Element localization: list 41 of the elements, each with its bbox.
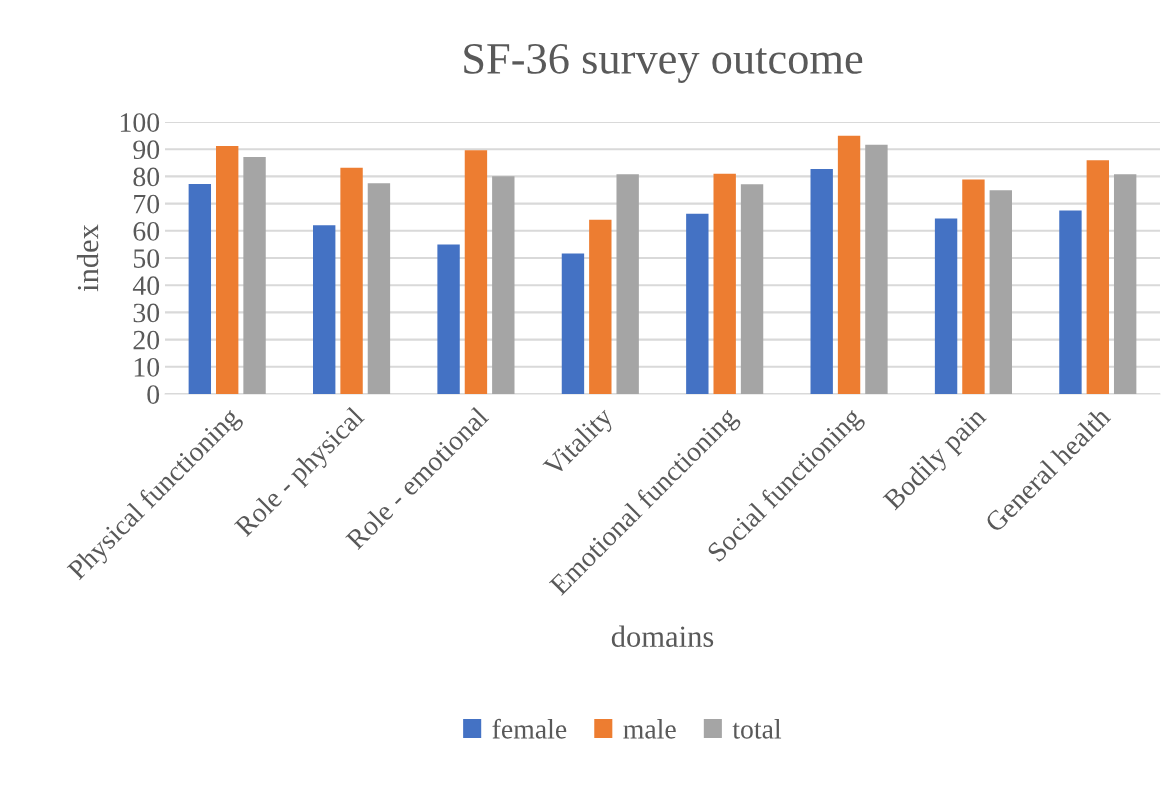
chart-title: SF-36 survey outcome	[464, 43, 863, 83]
bar	[616, 174, 639, 394]
bar	[437, 244, 460, 394]
bar	[686, 213, 709, 394]
bar	[561, 253, 585, 394]
legend-label: total	[732, 719, 782, 739]
bar	[837, 135, 861, 394]
y-tick-label: 80	[133, 167, 160, 187]
bar	[962, 179, 985, 394]
bar	[740, 184, 764, 394]
y-tick-label: 40	[132, 276, 160, 296]
y-tick-label: 60	[133, 221, 160, 241]
y-tick-label: 100	[120, 113, 160, 132]
bar	[1113, 174, 1137, 394]
bar	[367, 183, 391, 394]
legend-label: male	[623, 719, 676, 739]
legend-label: female	[492, 718, 567, 739]
bar	[464, 150, 488, 394]
bar	[989, 190, 1012, 394]
y-tick-label: 0	[147, 385, 160, 404]
bar	[589, 219, 612, 394]
y-tick-label: 90	[133, 140, 160, 160]
bar	[188, 184, 212, 394]
bar	[340, 167, 363, 394]
bar	[215, 145, 239, 394]
x-axis-title: domains	[611, 625, 714, 647]
y-tick-label: 50	[133, 249, 160, 268]
bar	[713, 173, 736, 394]
bar	[1059, 210, 1082, 394]
y-tick-label: 20	[133, 330, 160, 350]
bar	[1086, 160, 1110, 394]
y-tick-label: 30	[133, 303, 160, 323]
bar	[934, 218, 958, 394]
bar	[313, 225, 336, 394]
y-tick-label: 10	[134, 357, 160, 377]
bar	[865, 144, 888, 394]
y-axis-title: index	[76, 224, 99, 292]
bar	[492, 176, 515, 394]
bar	[243, 157, 266, 394]
bar	[810, 169, 833, 394]
y-tick-label: 70	[134, 194, 160, 214]
